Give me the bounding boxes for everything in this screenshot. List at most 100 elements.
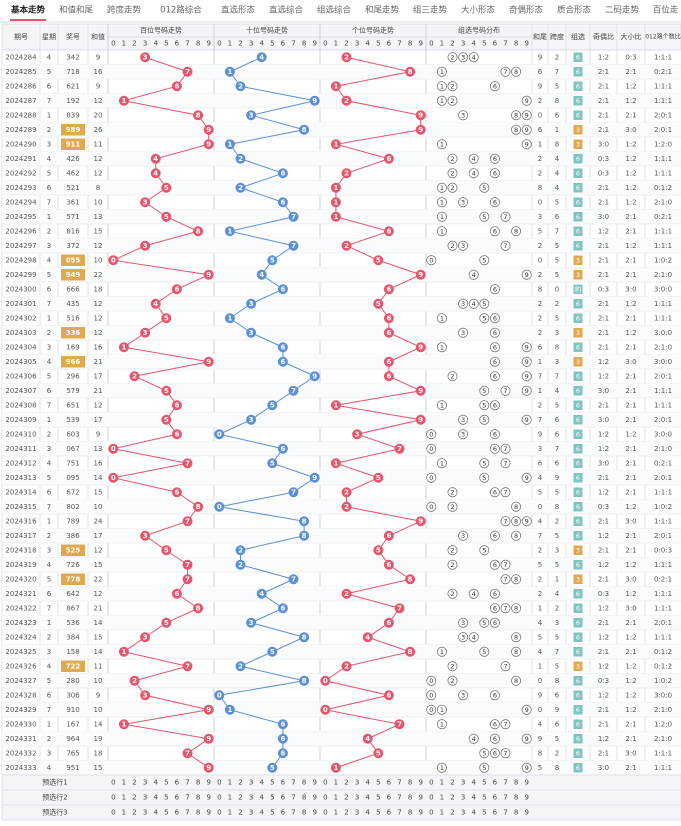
nav-tab[interactable]: 直选形态 (221, 5, 256, 16)
footer-digit: 3 (461, 779, 465, 787)
group-type-badge (573, 139, 583, 149)
hit-digit: 9 (206, 271, 211, 279)
hit-ball (171, 588, 182, 599)
cell-span: 3 (555, 619, 559, 627)
cell-type: 6 (576, 53, 580, 61)
nav-tab[interactable]: 二码走势 (605, 5, 640, 16)
cell-road012: 0:2:1 (654, 68, 672, 76)
cell-period: 2024319 (5, 561, 36, 569)
hit-digit: 6 (280, 343, 285, 351)
nav-tab[interactable]: 跨度走势 (107, 5, 142, 16)
cell-period: 2024325 (5, 648, 36, 656)
footer-digit: 7 (185, 779, 189, 787)
hit-digit: 7 (185, 68, 190, 76)
group-digit: 6 (493, 285, 497, 293)
nav-tab[interactable]: 和尾走势 (365, 5, 400, 16)
cell-period: 2024324 (5, 633, 37, 641)
group-digit-circle (489, 284, 500, 295)
cell-tail: 3 (538, 213, 542, 221)
trend-line (217, 56, 316, 769)
footer-digit: 2 (344, 809, 348, 817)
nav-tab[interactable]: 大小形态 (461, 5, 496, 16)
footer-digit: 3 (355, 809, 359, 817)
cell-road012: 0:0:3 (654, 546, 672, 554)
footer-digit: 4 (259, 779, 264, 787)
cell-tail: 2 (538, 155, 542, 163)
cell-tail: 9 (538, 430, 542, 438)
group-digit: 8 (514, 677, 518, 685)
hit-digit: 1 (227, 140, 232, 148)
nav-tab[interactable]: 质合形态 (557, 5, 592, 16)
group-digit-circle (479, 617, 490, 628)
nav-tab[interactable]: 组三走势 (413, 5, 448, 16)
cell-tail: 9 (538, 82, 542, 90)
group-digit: 0 (429, 256, 433, 264)
nav-tab[interactable]: 基本走势 (10, 5, 46, 16)
cell-span: 2 (555, 53, 559, 61)
cell-weekday: 1 (47, 517, 51, 525)
cell-odd-even: 2:1 (598, 68, 609, 76)
hit-ball (140, 240, 151, 251)
group-digit: 1 (440, 720, 444, 728)
cell-period: 2024329 (5, 706, 36, 714)
hit-digit: 5 (270, 764, 275, 772)
cell-span: 2 (555, 517, 559, 525)
nav-tab[interactable]: 直选综合 (269, 5, 304, 16)
cell-span: 5 (555, 256, 559, 264)
group-digit-circle (479, 545, 490, 556)
cell-odd-even: 2:1 (598, 256, 609, 264)
group-digit-circle (500, 559, 511, 570)
hit-digit: 6 (386, 561, 391, 569)
hit-ball (246, 617, 257, 628)
group-digit-circle (500, 719, 511, 730)
footer-digit: 4 (471, 809, 476, 817)
hit-ball (341, 168, 352, 179)
cell-period: 2024330 (5, 720, 36, 728)
footer-digit: 1 (122, 809, 126, 817)
hit-ball (140, 327, 151, 338)
cell-big-small: 1:2 (625, 155, 636, 163)
group-digit: 1 (440, 706, 444, 714)
nav-tab[interactable]: 组选综合 (317, 5, 352, 16)
cell-odd-even: 2:1 (598, 126, 609, 134)
cell-number: 603 (66, 430, 79, 438)
hit-ball (246, 298, 257, 309)
header-digit: 8 (302, 40, 306, 48)
cell-sum: 10 (94, 706, 103, 714)
cell-span: 8 (555, 764, 559, 772)
nav-tab[interactable]: 012路综合 (160, 5, 202, 16)
cell-road012: 2:0:1 (654, 372, 672, 380)
footer-digit: 4 (153, 809, 158, 817)
hit-ball (246, 110, 257, 121)
group-digit: 5 (482, 387, 486, 395)
group-type-badge (573, 458, 583, 468)
hit-digit: 6 (386, 329, 391, 337)
cell-road012: 2:1:0 (654, 735, 672, 743)
hit-digit: 4 (153, 155, 158, 163)
cell-period: 2024327 (5, 677, 36, 685)
footer-digit: 2 (132, 794, 136, 802)
group-digit: 3 (461, 111, 465, 119)
cell-number: 192 (66, 97, 79, 105)
cell-big-small: 1:2 (625, 300, 636, 308)
cell-weekday: 4 (47, 459, 52, 467)
cell-span: 5 (555, 662, 559, 670)
nav-tab[interactable]: 奇偶形态 (509, 5, 544, 16)
nav-tab[interactable]: 百位走 (653, 5, 679, 16)
group-digit-circle (436, 704, 447, 715)
hit-ball (288, 487, 299, 498)
group-digit-circle (447, 661, 458, 672)
footer-digit: 1 (228, 794, 232, 802)
cell-tail: 8 (538, 184, 542, 192)
nav-tab[interactable]: 和值和尾 (59, 5, 94, 16)
hit-ball (277, 197, 288, 208)
hit-ball (161, 313, 172, 324)
hit-digit: 0 (323, 706, 328, 714)
cell-road012: 1:1:1 (654, 97, 672, 105)
group-digit: 6 (493, 401, 497, 409)
cell-number: 296 (66, 372, 80, 380)
cell-span: 4 (555, 184, 560, 192)
group-digit: 5 (482, 300, 486, 308)
group-digit: 2 (450, 169, 454, 177)
cell-big-small: 1:2 (625, 140, 636, 148)
